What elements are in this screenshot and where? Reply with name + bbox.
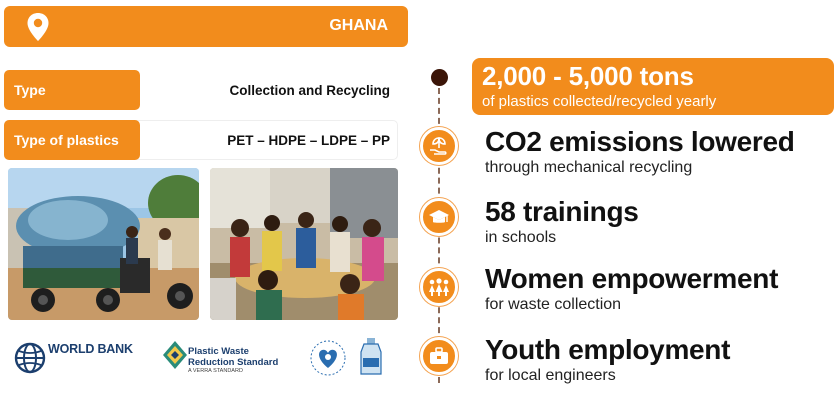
country-header: GHANA [4,6,408,47]
impact-women: Women empowerment for waste collection [485,263,778,315]
tonnage-value: 2,000 - 5,000 tons [482,61,694,91]
hand-plant-icon [420,127,458,165]
bottle-logo [360,338,382,375]
women-group-icon [420,268,458,306]
type-label: Type [4,70,140,110]
plastics-label: Type of plastics [4,120,140,160]
graduation-cap-icon [420,198,458,236]
briefcase-icon [420,337,458,375]
world-bank-logo-text: WORLD BANK [48,342,133,356]
impact-title: CO2 emissions lowered [485,126,795,157]
type-row: Type Collection and Recycling [4,70,398,110]
social-plastic-logo [310,340,346,376]
tonnage-caption: of plastics collected/recycled yearly [482,93,717,110]
collection-tricycle-photo [8,168,199,320]
impact-youth: Youth employment for local engineers [485,334,730,386]
impact-subtitle: for waste collection [485,296,622,313]
waste-sorting-photo [210,168,398,320]
world-bank-globe-icon [14,342,46,374]
plastics-value: PET – HDPE – LDPE – PP [227,133,390,148]
pwrs-diamond-icon [163,341,187,369]
impact-subtitle: through mechanical recycling [485,159,693,176]
pwrs-logo-line2: Reduction Standard [188,357,279,368]
impact-trainings: 58 trainings in schools [485,196,639,248]
pwrs-logo-line1: Plastic Waste [188,346,249,357]
impact-co2: CO2 emissions lowered through mechanical… [485,126,795,178]
timeline-dot [431,69,448,86]
impact-subtitle: in schools [485,229,557,246]
plastics-row: Type of plastics PET – HDPE – LDPE – PP [4,120,398,160]
impact-title: Women empowerment [485,263,779,294]
impact-subtitle: for local engineers [485,367,616,384]
tonnage-highlight: 2,000 - 5,000 tons of plastics collected… [472,58,834,115]
pwrs-logo-line3: A VERRA STANDARD [188,368,243,374]
impact-title: Youth employment [485,334,731,365]
country-name: GHANA [329,17,388,34]
location-pin-icon [27,13,49,41]
impact-title: 58 trainings [485,196,639,227]
partner-logos: WORLD BANK Plastic Waste Reduction Stand… [8,332,400,386]
type-value: Collection and Recycling [229,83,390,98]
